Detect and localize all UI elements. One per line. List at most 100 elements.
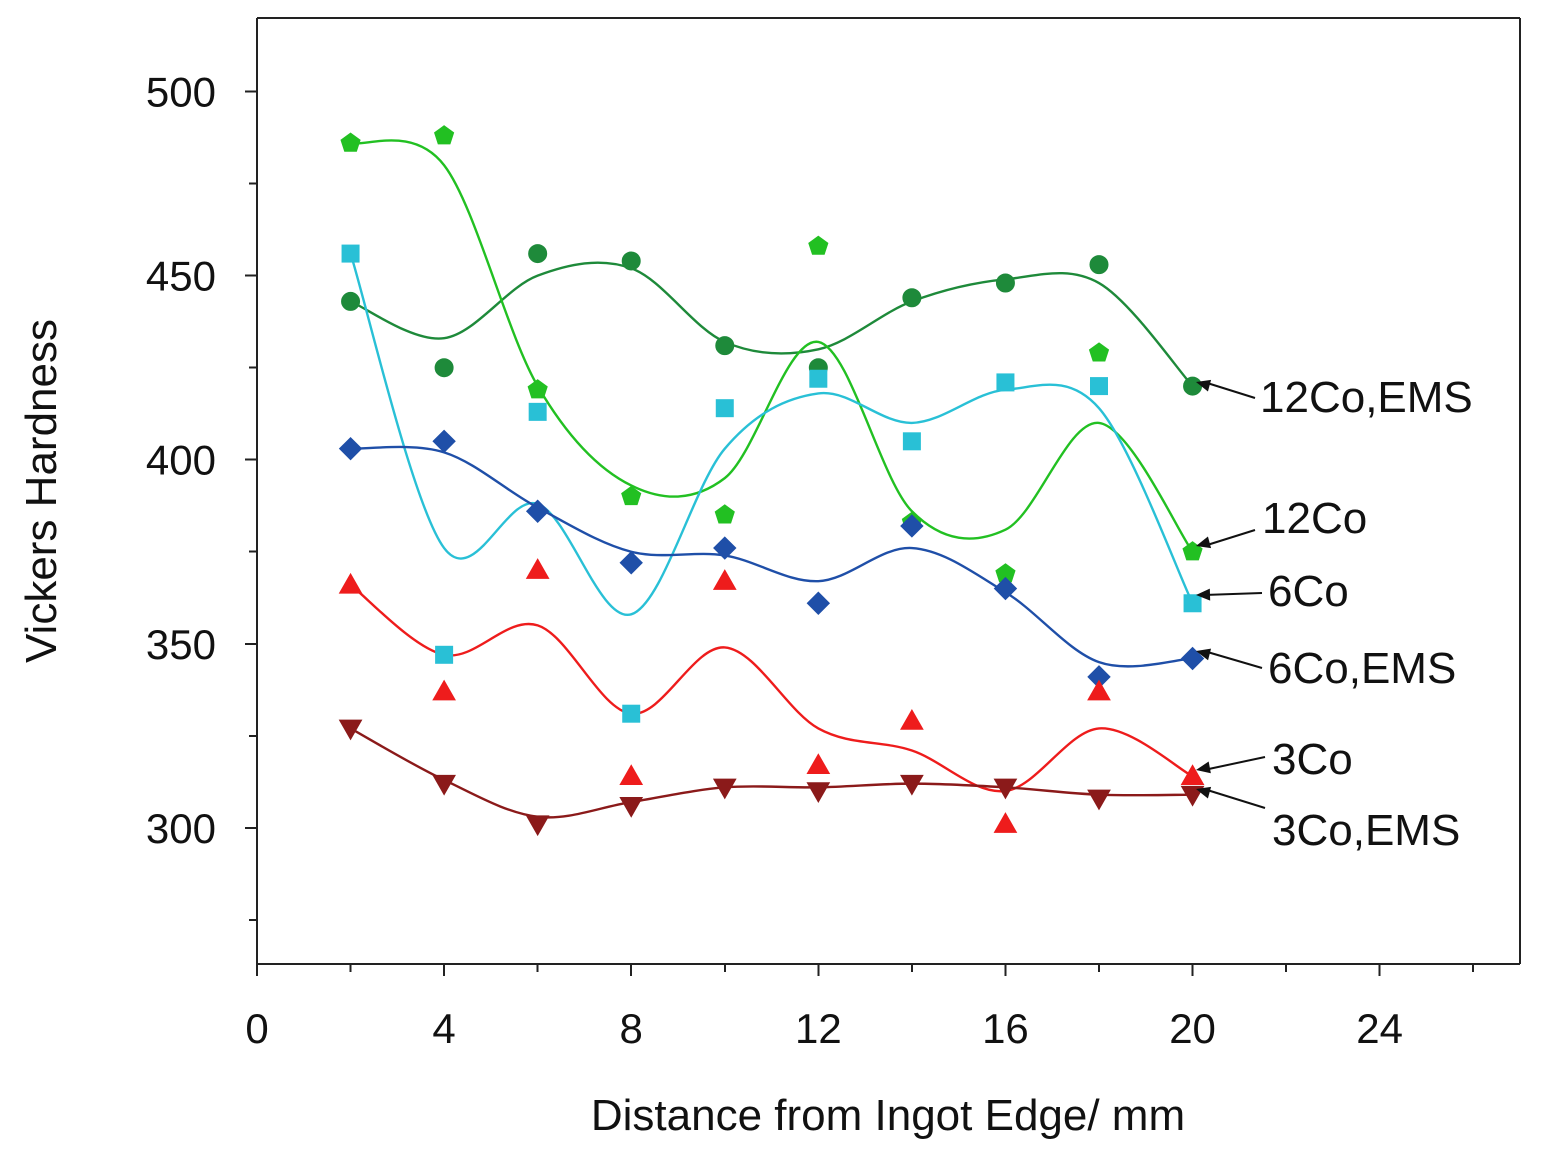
data-point-12co [1182,541,1203,561]
annotation-12co-ems: 12Co,EMS [1196,373,1473,422]
data-point-6co-ems [900,514,924,538]
series-annotations: 12Co,EMS 12Co 6Co 6Co,EMS 3Co 3Co,EMS [1196,373,1473,855]
annotation-arrowhead [1196,786,1212,799]
annotation-label: 6Co,EMS [1268,644,1456,693]
x-tick-label: 16 [982,1005,1029,1052]
annotation-arrowhead [1196,648,1212,661]
series-points-6co [341,244,1202,723]
plot-frame [256,17,1521,965]
data-point-6co [809,369,828,388]
data-point-3co-ems [338,719,363,741]
y-tick-label: 450 [146,253,216,300]
annotation-arrow-line [1203,592,1263,596]
data-point-12co-ems [902,288,922,308]
data-point-6co [528,402,547,421]
annotation-arrowhead [1196,536,1212,549]
annotation-arrow-line [1203,650,1263,669]
data-point-3co-ems [1087,789,1111,811]
x-tick-label: 0 [245,1005,268,1052]
annotation-arrowhead [1196,379,1212,392]
data-point-12co-ems [528,244,548,264]
data-point-3co-ems [525,815,550,837]
y-tick-label: 500 [146,69,216,116]
y-tick-label: 300 [146,805,216,852]
data-point-6co-ems [432,429,456,454]
data-point-6co-ems [713,536,737,560]
data-point-6co-ems [338,436,363,461]
data-point-12co [621,485,642,506]
fit-curve-12co [350,139,1194,553]
data-point-6co [996,373,1015,392]
data-point-12co-ems [434,358,454,378]
annotation-12co: 12Co [1196,494,1367,549]
y-axis-ticks: 300 350 400 450 500 [146,69,257,921]
annotation-6co: 6Co [1196,567,1349,616]
data-point-6co-ems [806,591,831,615]
data-point-3co [900,709,924,730]
data-point-12co [1088,342,1110,362]
data-point-12co [340,132,361,152]
series-points-12co-ems [341,244,1203,396]
data-point-6co [715,399,734,418]
data-point-6co [1183,594,1202,613]
data-point-12co [808,235,829,255]
annotation-3co-ems: 3Co,EMS [1196,786,1460,855]
x-tick-label: 8 [620,1005,643,1052]
data-point-12co-ems [1183,376,1203,396]
data-point-6co-ems [1180,646,1205,671]
x-tick-label: 12 [795,1005,842,1052]
data-point-12co [714,504,735,524]
data-point-3co [806,753,831,774]
data-point-3co [712,569,737,590]
data-point-3co-ems [432,774,456,796]
x-tick-label: 20 [1169,1005,1216,1052]
data-point-3co-ems [619,796,644,818]
x-tick-label: 24 [1356,1005,1403,1052]
data-points [338,125,1205,837]
data-point-3co-ems [806,782,831,804]
fit-curve-3co-ems [349,727,1193,819]
data-point-6co-ems [525,499,550,523]
series-points-3co [338,558,1205,833]
fit-curve-12co-ems [350,261,1194,387]
data-point-3co [1180,764,1205,786]
data-point-12co [434,125,455,145]
series-points-3co-ems [338,719,1205,837]
annotation-arrow-line [1203,529,1256,547]
data-point-12co [527,379,548,399]
series-points-12co [340,125,1203,583]
x-axis-ticks: 0 4 8 12 16 20 24 [245,964,1475,1052]
data-point-6co [1090,377,1108,396]
y-axis-title: Vickers Hardness [17,319,66,663]
annotation-label: 3Co [1272,735,1353,784]
data-point-3co [432,679,456,701]
data-point-6co [622,704,641,723]
annotation-label: 6Co [1268,567,1349,616]
data-point-3co-ems [1180,785,1205,807]
fit-curve-3co [349,583,1194,793]
annotation-arrowhead [1196,761,1211,774]
data-point-3co [993,812,1018,833]
annotation-arrow-line [1203,788,1266,809]
data-point-12co-ems [715,336,735,356]
data-point-6co [435,645,454,664]
data-point-3co [619,764,644,786]
y-tick-label: 400 [146,437,216,484]
annotation-label: 3Co,EMS [1272,806,1460,855]
data-point-3co-ems [993,778,1018,800]
data-point-12co-ems [341,291,361,311]
data-point-3co [525,558,550,579]
data-point-3co-ems [712,778,737,800]
data-point-3co [338,572,363,594]
x-tick-label: 4 [432,1005,455,1052]
data-point-6co-ems [993,576,1018,601]
annotation-label: 12Co,EMS [1260,373,1473,422]
annotation-3co: 3Co [1196,735,1353,784]
data-point-6co [341,244,360,263]
data-point-12co-ems [995,273,1015,293]
fit-curve-6co-ems [350,445,1193,668]
series-points-6co-ems [338,429,1205,689]
y-tick-label: 350 [146,621,216,668]
data-point-6co [902,432,921,451]
